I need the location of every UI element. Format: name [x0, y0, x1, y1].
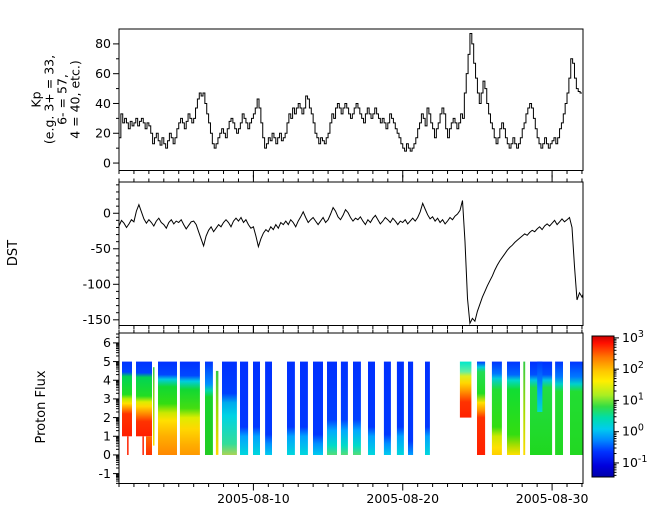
y-tick-label: -1	[99, 466, 111, 481]
dst-y-axis-label: DST	[6, 240, 21, 266]
proton-y-axis-label: Proton Flux	[34, 370, 49, 443]
kp-y-axis-label-line: 6- = 57,	[55, 74, 70, 125]
x-tick-label: 2005-08-30	[516, 491, 589, 506]
colorbar-label-part: 10	[622, 361, 638, 376]
spectrogram-stripe	[353, 361, 361, 455]
spectrogram-stripe	[146, 436, 152, 455]
kp-y-axis-label-line: 4 = 40, etc.)	[68, 60, 83, 139]
colorbar-label-part: 2	[638, 360, 644, 371]
y-tick-label: 5	[103, 354, 111, 369]
spectrogram-stripe	[537, 361, 543, 412]
colorbar-tick-label: 100	[622, 423, 644, 439]
x-tick-label: 2005-08-20	[366, 491, 439, 506]
kp-y-axis-label-line: (e.g. 3+ = 33,	[42, 55, 57, 144]
spectrogram-stripe	[240, 361, 249, 455]
spectrogram-stripe	[555, 361, 563, 455]
spectrogram-stripe	[396, 361, 404, 455]
y-tick-label: 4	[103, 373, 111, 388]
colorbar-tick-label: 103	[622, 329, 644, 345]
spectrogram-stripe	[265, 361, 272, 455]
y-tick-label: -50	[91, 241, 111, 256]
spectrogram-stripe	[408, 361, 414, 455]
kp-panel-frame	[118, 28, 584, 171]
spectrogram-stripe	[142, 436, 144, 455]
axis-tick-labels: 2005-08-10 2005-08-20 2005-08-300204060800…	[83, 36, 589, 506]
y-tick-label: 0	[103, 206, 111, 221]
colorbar-label-part: 0	[638, 423, 644, 434]
spectrogram-stripe	[205, 361, 213, 455]
y-tick-label: 6	[103, 335, 111, 350]
y-tick-label: 0	[103, 155, 111, 170]
spectrogram-stripe	[179, 361, 200, 455]
spectrogram-stripe	[122, 361, 132, 437]
spectrogram-stripe	[491, 361, 502, 455]
spectrogram-stripe	[158, 361, 177, 455]
y-tick-label: 1	[103, 429, 111, 444]
spectrogram-stripe	[222, 361, 237, 455]
kp-y-axis-label-line: Kp	[29, 91, 44, 107]
spectrogram-stripe	[300, 361, 308, 455]
spectrogram-stripe	[425, 361, 430, 455]
spectrogram-stripe	[327, 361, 337, 455]
spectrogram-stripe	[127, 436, 129, 455]
spectrogram-stripe	[477, 361, 486, 455]
y-tick-label: -150	[83, 312, 111, 327]
spectrogram-stripe	[253, 361, 260, 455]
dst-line	[119, 200, 583, 326]
proton-flux-spectrogram	[122, 361, 583, 455]
colorbar-label-part: 10	[622, 392, 638, 407]
y-tick-label: 20	[95, 126, 111, 141]
colorbar-label-part: 3	[638, 329, 644, 340]
kp-line	[119, 32, 582, 152]
y-tick-label: 60	[95, 66, 111, 81]
colorbar-tick-label: 101	[622, 391, 644, 407]
colorbar	[591, 335, 615, 478]
dst-panel-frame	[118, 181, 584, 326]
colorbar-label-part: -1	[638, 454, 647, 465]
spectrogram-stripe	[507, 361, 520, 455]
spectrogram-stripe	[459, 361, 472, 418]
y-tick-label: -100	[83, 277, 111, 292]
colorbar-tick-label: 102	[622, 360, 644, 376]
colorbar-tick-label: 10-1	[622, 454, 647, 470]
kp-y-axis-label: Kp(e.g. 3+ = 33,6- = 57,4 = 40, etc.)	[29, 55, 83, 144]
axis-ticks	[113, 43, 583, 491]
spectrogram-stripe	[368, 361, 375, 455]
spectrogram-stripe	[215, 370, 219, 455]
y-tick-label: 3	[103, 391, 111, 406]
spectrogram-stripe	[383, 361, 391, 455]
spectrogram-stripe	[287, 361, 295, 455]
spectrogram-stripe	[136, 361, 152, 437]
y-tick-label: 40	[95, 96, 111, 111]
x-tick-label: 2005-08-10	[217, 491, 290, 506]
y-tick-label: 2	[103, 410, 111, 425]
spectrogram-stripe	[340, 361, 348, 455]
y-tick-label: 0	[103, 447, 111, 462]
colorbar-label-part: 10	[622, 330, 638, 345]
spectrogram-stripe	[523, 361, 526, 455]
colorbar-label-part: 1	[638, 391, 644, 402]
spectrogram-stripe	[313, 361, 323, 455]
y-tick-label: 80	[95, 36, 111, 51]
colorbar-label-part: 10	[622, 455, 638, 470]
spectrogram-stripe	[153, 367, 155, 446]
colorbar-ticks	[614, 337, 619, 476]
spectrogram-stripe	[570, 361, 583, 455]
colorbar-label-part: 10	[622, 424, 638, 439]
